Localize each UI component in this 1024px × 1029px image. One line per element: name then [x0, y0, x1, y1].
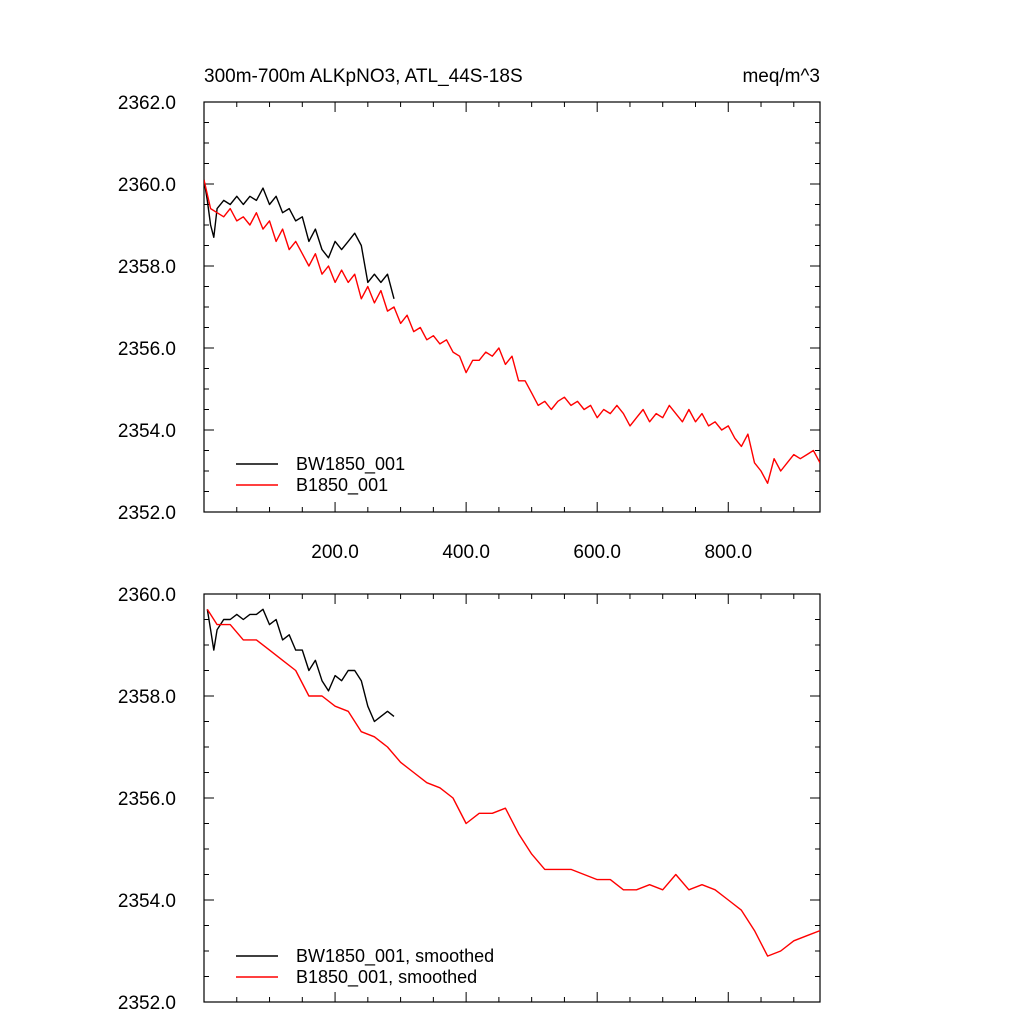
- series-line-b1850-001: [204, 179, 820, 484]
- y-tick-label: 2360.0: [118, 585, 176, 606]
- y-tick-label: 2358.0: [118, 257, 176, 278]
- top-panel: 300m-700m ALKpNO3, ATL_44S-18S meq/m^3 2…: [118, 66, 821, 563]
- y-tick-label: 2354.0: [118, 421, 176, 442]
- y-tick-label: 2358.0: [118, 687, 176, 708]
- y-tick-label: 2352.0: [118, 503, 176, 524]
- legend-label: B1850_001: [296, 475, 388, 496]
- chart-title: 300m-700m ALKpNO3, ATL_44S-18S: [204, 66, 523, 87]
- x-tick-label: 800.0: [704, 542, 752, 563]
- y-tick-label: 2360.0: [118, 175, 176, 196]
- x-tick-label: 600.0: [573, 542, 621, 563]
- chart-units: meq/m^3: [742, 66, 820, 87]
- legend-label: BW1850_001, smoothed: [296, 946, 494, 967]
- y-tick-label: 2356.0: [118, 789, 176, 810]
- series-line-b1850-001-smoothed: [206, 608, 820, 957]
- plot-frame: [203, 593, 821, 1003]
- x-tick-label: 400.0: [442, 542, 490, 563]
- y-tick-label: 2356.0: [118, 339, 176, 360]
- legend-label: B1850_001, smoothed: [296, 967, 477, 988]
- legend-label: BW1850_001: [296, 454, 405, 475]
- series-line-bw1850-001: [204, 179, 395, 299]
- plot-frame: [203, 101, 821, 513]
- x-tick-label: 200.0: [311, 542, 359, 563]
- series-line-bw1850-001-smoothed: [206, 608, 395, 723]
- y-tick-label: 2362.0: [118, 93, 176, 114]
- bottom-panel: 2352.0 2354.0 2356.0 2358.0 2360.0 BW1850_001…: [118, 585, 821, 1014]
- y-tick-label: 2352.0: [118, 993, 176, 1014]
- y-tick-label: 2354.0: [118, 891, 176, 912]
